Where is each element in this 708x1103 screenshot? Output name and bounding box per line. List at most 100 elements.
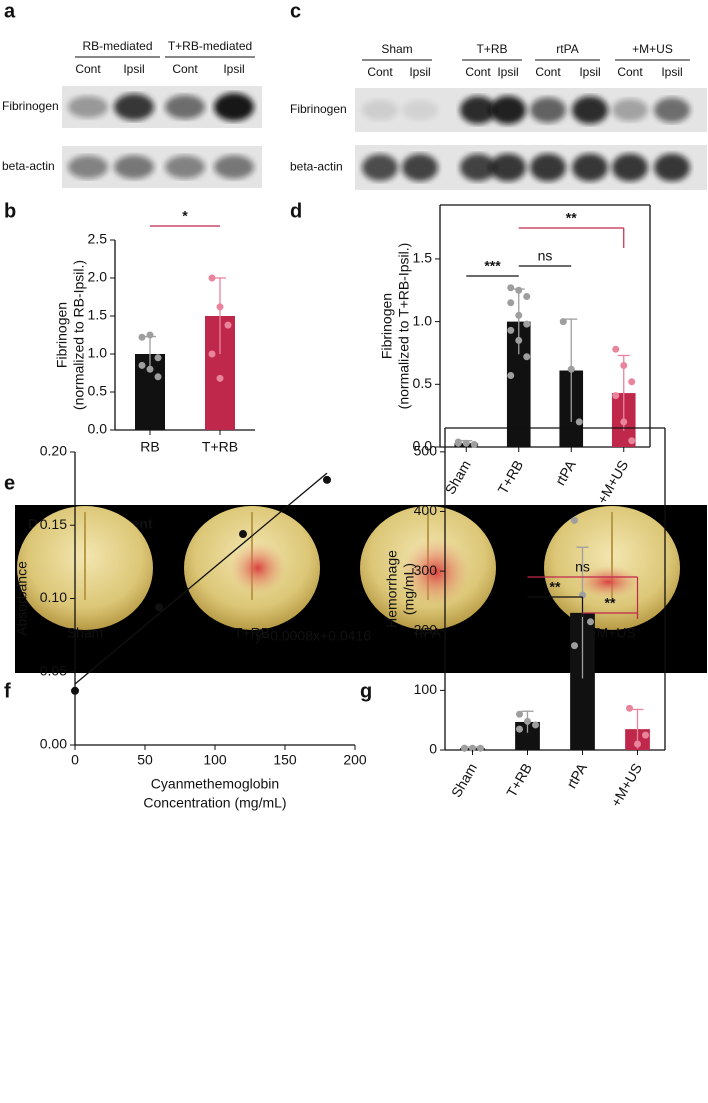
panel-label: g [360,680,372,702]
data-point [155,603,163,612]
data-point [567,365,575,373]
y-tick-label: 0.0 [88,421,108,437]
photo-label: +M+US [588,625,635,641]
significance-label: ** [605,595,616,611]
blot-band [214,93,254,121]
x-axis-label: Cyanmethemoglobin [151,776,279,792]
data-point [532,721,539,729]
data-point [516,725,523,733]
panel-label: f [4,680,11,702]
lane-label: Cont [75,62,101,76]
y-tick-label: 0.20 [40,443,67,459]
blot-band [114,93,154,121]
lane-label: Ipsil [409,65,430,79]
data-point [208,274,216,282]
blot-band [68,96,108,118]
significance-label: ** [566,210,577,226]
x-tick-label: Sham [448,760,480,800]
lesion [402,538,470,606]
y-axis-label: Fibrinogen [379,293,395,359]
panel-label: a [4,0,16,22]
y-tick-label: 0.5 [88,383,108,399]
significance-label: * [182,208,188,224]
x-tick-label: 100 [203,752,227,768]
data-point [138,333,146,341]
y-axis-label: Hemorrhage [384,550,400,628]
data-point [208,350,216,358]
data-point [515,336,523,344]
lane-label: Cont [617,65,643,79]
blot-band [530,97,566,123]
x-tick-label: rtPA [552,457,579,488]
significance-label: ** [550,579,561,595]
y-axis-label: Absorbance [14,561,30,636]
blot-band [214,155,254,179]
blot-band [572,153,608,182]
group-label: T+RB-mediated [168,39,252,53]
data-point [571,642,578,650]
x-tick-label: T+RB [494,457,526,496]
data-point [469,744,476,752]
blot-band [460,96,496,124]
panel-label: e [4,472,15,494]
x-tick-label: RB [140,439,159,455]
y-tick-label: 100 [414,681,438,697]
blot-band [362,99,398,121]
data-point [507,372,515,380]
group-label: RB-mediated [82,39,152,53]
row-label: Fibrinogen [290,102,347,116]
lesion [230,542,286,594]
data-point [146,331,154,339]
photo-label: T+RB [234,625,270,641]
lane-label: Cont [465,65,491,79]
data-point [523,293,531,301]
y-tick-label: 0.10 [40,589,67,605]
data-point [524,717,531,725]
x-tick-label: 200 [343,752,367,768]
data-point [587,618,594,626]
data-point [571,516,578,524]
data-point [71,686,79,695]
data-point [224,321,232,329]
x-axis-label: Concentration (mg/mL) [143,795,286,811]
data-point [216,303,224,311]
row-label: beta-actin [2,159,55,173]
blot-band [490,153,526,182]
y-tick-label: 2.0 [88,269,108,285]
fit-line [74,472,328,685]
blot-band [654,153,690,182]
data-point [239,530,247,539]
y-axis-label: Fibrinogen [54,302,70,368]
group-label: Sham [381,42,412,56]
blot-band [490,95,526,125]
data-point [454,439,462,447]
lane-label: Cont [367,65,393,79]
blot-band [572,96,608,124]
x-tick-label: rtPA [563,760,590,791]
data-point [470,440,478,448]
significance-label: ns [575,559,590,575]
photo-label: rtPA [415,625,442,641]
x-tick-label: Sham [442,457,474,497]
y-axis-label: (normalized to RB-Ipsil.) [71,260,87,410]
blot-band [530,153,566,182]
group-label: rtPA [556,42,578,56]
data-point [138,361,146,369]
y-tick-label: 1.5 [413,250,433,266]
blot-band [402,153,438,182]
data-point [323,475,331,484]
y-tick-label: 1.5 [88,307,108,323]
blot-band [612,153,648,182]
data-point [523,353,531,361]
lane-label: Ipsil [223,62,244,76]
lane-label: Ipsil [123,62,144,76]
data-point [628,437,636,445]
blot-band [165,155,205,179]
data-point [628,378,636,386]
data-point [642,731,649,739]
y-tick-label: 0.00 [40,736,67,752]
y-tick-label: 300 [414,562,438,578]
panel-label: c [290,0,301,22]
